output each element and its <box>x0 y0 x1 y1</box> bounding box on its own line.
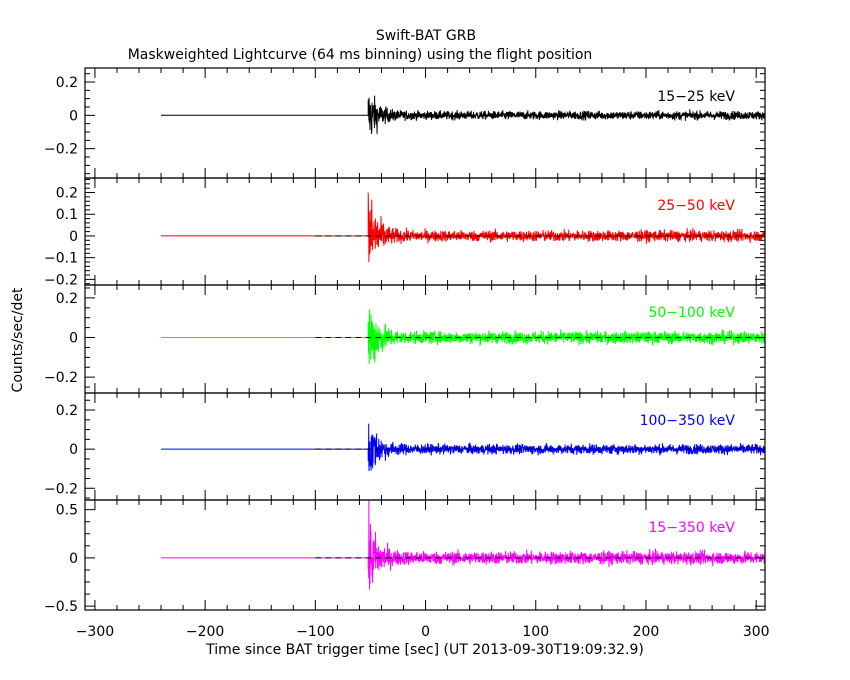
panel-2: −0.2 −0.1 0 0.1 0.2 25−50 keV <box>44 177 766 288</box>
series-line <box>161 499 766 590</box>
y-tick-label: 0 <box>69 229 78 245</box>
x-axis-label: Time since BAT trigger time [sec] (UT 20… <box>205 642 644 658</box>
panel-3: −0.2 0 0.2 50−100 keV <box>44 284 766 394</box>
y-tick-label: 0 <box>69 551 78 567</box>
y-tick-label: 0.2 <box>56 75 78 91</box>
panel-frame <box>84 67 766 179</box>
y-tick-label: −0.2 <box>44 142 78 158</box>
y-tick-label: 0.1 <box>56 207 78 223</box>
y-tick-label: −0.1 <box>44 251 78 267</box>
chart-title: Swift-BAT GRB <box>376 28 476 44</box>
x-tick-label: −100 <box>296 624 334 640</box>
x-tick-label: −300 <box>76 624 114 640</box>
y-tick-label: −0.2 <box>44 370 78 386</box>
chart-subtitle: Maskweighted Lightcurve (64 ms binning) … <box>128 47 593 63</box>
panel-4: −0.2 0 0.2 100−350 keV <box>44 392 766 501</box>
panel-1: −0.2 0 0.2 15−25 keV <box>44 67 766 179</box>
panel-energy-label: 50−100 keV <box>648 305 735 321</box>
x-tick-label: 200 <box>633 624 660 640</box>
x-tick-label: 300 <box>743 624 770 640</box>
panel-energy-label: 25−50 keV <box>657 198 735 214</box>
panel-energy-label: 15−350 keV <box>648 520 735 536</box>
y-tick-label: −0.2 <box>44 481 78 497</box>
panel-energy-label: 15−25 keV <box>657 89 735 105</box>
x-tick-label: −200 <box>186 624 224 640</box>
series-line <box>161 309 766 364</box>
y-tick-label: 0.2 <box>56 403 78 419</box>
x-tick-label: 0 <box>421 624 430 640</box>
y-axis-label: Counts/sec/det <box>10 287 26 392</box>
series-line <box>161 423 766 472</box>
x-tick-label: 100 <box>522 624 549 640</box>
y-tick-label: −0.5 <box>44 599 78 615</box>
y-tick-label: −0.2 <box>44 272 78 288</box>
y-tick-label: 0.2 <box>56 186 78 202</box>
y-tick-label: 0 <box>69 108 78 124</box>
panel-energy-label: 100−350 keV <box>640 413 736 429</box>
y-tick-label: 0 <box>69 442 78 458</box>
panel-5: −0.5 0 0.5 15−350 keV <box>44 499 766 615</box>
y-tick-label: 0 <box>69 331 78 347</box>
series-line <box>161 95 766 134</box>
y-tick-label: 0.2 <box>56 291 78 307</box>
panel-frame <box>84 499 766 611</box>
y-tick-label: 0.5 <box>56 503 78 519</box>
